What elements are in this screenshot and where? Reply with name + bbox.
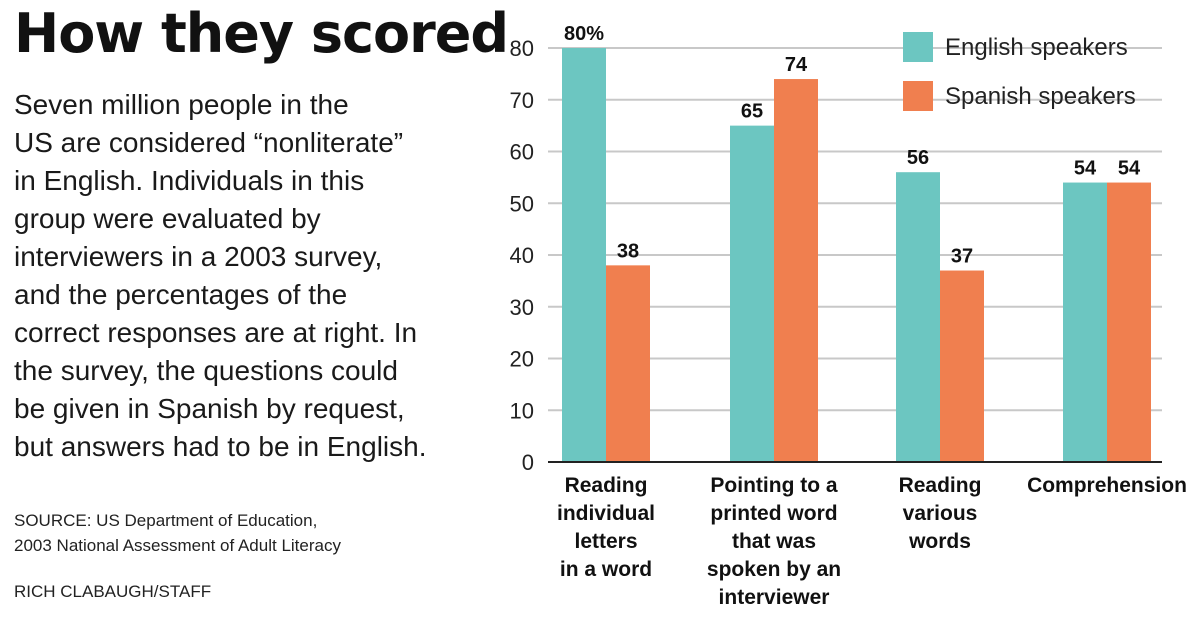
y-tick-label: 70 bbox=[510, 88, 534, 113]
bar-english bbox=[896, 172, 940, 462]
description-line: Seven million people in the bbox=[14, 89, 349, 120]
description-line: be given in Spanish by request, bbox=[14, 393, 405, 424]
category-label: individual bbox=[557, 502, 655, 525]
category-label: Comprehension bbox=[1027, 474, 1187, 497]
y-tick-label: 60 bbox=[510, 140, 534, 165]
category-label: in a word bbox=[560, 558, 652, 581]
legend-swatch bbox=[903, 32, 933, 62]
data-label: 74 bbox=[785, 54, 808, 76]
category-label: printed word bbox=[710, 502, 837, 525]
bar-english bbox=[730, 125, 774, 462]
bar-spanish bbox=[1107, 182, 1151, 463]
bar-spanish bbox=[940, 270, 984, 462]
y-tick-label: 10 bbox=[510, 398, 534, 423]
source-line: SOURCE: US Department of Education, bbox=[14, 511, 318, 530]
bar-english bbox=[562, 48, 606, 462]
category-label: Reading bbox=[899, 474, 982, 497]
data-label: 56 bbox=[907, 147, 929, 169]
y-tick-label: 40 bbox=[510, 243, 534, 268]
bar-spanish bbox=[606, 265, 650, 462]
y-tick-label: 20 bbox=[510, 347, 534, 372]
description-line: interviewers in a 2003 survey, bbox=[14, 241, 383, 272]
category-label: various bbox=[903, 502, 978, 525]
legend-swatch bbox=[903, 81, 933, 111]
description-line: in English. Individuals in this bbox=[14, 165, 365, 196]
category-label: words bbox=[908, 530, 971, 553]
data-label: 54 bbox=[1074, 158, 1097, 180]
source-note: SOURCE: US Department of Education, 2003… bbox=[14, 508, 341, 558]
bar-spanish bbox=[774, 79, 818, 463]
data-label: 65 bbox=[741, 101, 763, 123]
description-line: group were evaluated by bbox=[14, 203, 321, 234]
source-line: 2003 National Assessment of Adult Litera… bbox=[14, 536, 341, 555]
description: Seven million people in the US are consi… bbox=[14, 86, 494, 466]
category-label: Pointing to a bbox=[710, 474, 837, 497]
category-label: letters bbox=[574, 530, 637, 553]
credit-line: RICH CLABAUGH/STAFF bbox=[14, 582, 212, 601]
bar-english bbox=[1063, 182, 1107, 463]
category-label: that was bbox=[732, 530, 816, 553]
legend-label: English speakers bbox=[945, 34, 1128, 61]
category-label: spoken by an bbox=[707, 558, 841, 581]
legend-label: Spanish speakers bbox=[945, 83, 1136, 110]
y-tick-label: 80 bbox=[510, 36, 534, 61]
data-label: 38 bbox=[617, 240, 639, 262]
description-line: correct responses are at right. In bbox=[14, 317, 418, 348]
chart-title: How they scored bbox=[14, 2, 509, 65]
category-label: interviewer bbox=[719, 586, 830, 609]
description-line: the survey, the questions could bbox=[14, 355, 398, 386]
y-tick-label: 50 bbox=[510, 191, 534, 216]
y-tick-label: 0 bbox=[522, 450, 534, 475]
description-line: and the percentages of the bbox=[14, 279, 348, 310]
data-label: 37 bbox=[951, 246, 973, 268]
description-line: US are considered “nonliterate” bbox=[14, 127, 404, 158]
description-line: but answers had to be in English. bbox=[14, 431, 427, 462]
data-label: 80% bbox=[564, 23, 604, 45]
category-label: Reading bbox=[565, 474, 648, 497]
y-tick-label: 30 bbox=[510, 295, 534, 320]
data-label: 54 bbox=[1118, 158, 1141, 180]
